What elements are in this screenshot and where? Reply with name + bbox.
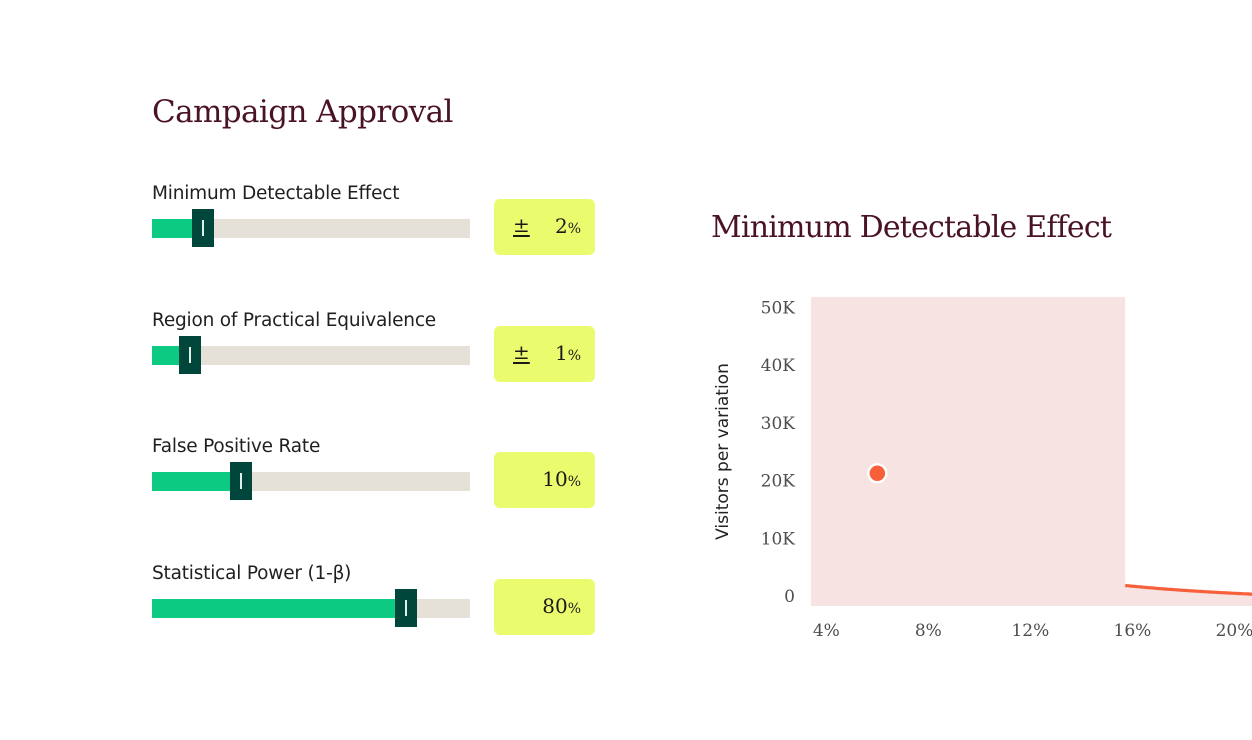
slider-false-positive-rate: False Positive Rate 10% [152, 436, 602, 508]
value-unit: % [567, 474, 581, 490]
slider-region-of-practical-equivalence: Region of Practical Equivalence ± 1% [152, 310, 602, 382]
y-tick-label: 40K [761, 356, 796, 376]
value-number: 2 [554, 214, 568, 238]
x-tick-label: 8% [915, 621, 942, 641]
chart-marker[interactable] [867, 463, 888, 484]
slider-fill [152, 472, 242, 491]
chart-title: Minimum Detectable Effect [711, 210, 1112, 245]
value-unit: % [567, 601, 581, 617]
value-box[interactable]: ± 2% [494, 199, 595, 255]
plus-minus-sign: ± [513, 213, 530, 237]
y-tick-label: 0 [784, 587, 795, 607]
slider-track[interactable] [152, 336, 470, 374]
value-unit: % [567, 348, 581, 364]
y-tick-label: 30K [761, 414, 796, 434]
value-text: 1% [555, 341, 581, 365]
value-number: 1 [554, 341, 568, 365]
slider-track[interactable] [152, 209, 470, 247]
x-axis-ticks: 4% 8% 12% 16% 20% [813, 621, 1252, 641]
y-tick-label: 20K [761, 472, 796, 492]
x-tick-label: 20% [1216, 621, 1252, 641]
chart-area [811, 297, 1252, 606]
value-text: 2% [555, 214, 581, 238]
y-tick-label: 10K [761, 529, 796, 549]
slider-minimum-detectable-effect: Minimum Detectable Effect ± 2% [152, 183, 602, 255]
slider-track[interactable] [152, 462, 470, 500]
value-text: 80% [542, 594, 581, 618]
value-box[interactable]: 10% [494, 452, 595, 508]
slider-track[interactable] [152, 589, 470, 627]
slider-label: False Positive Rate [152, 436, 321, 457]
slider-label: Region of Practical Equivalence [152, 310, 436, 331]
y-tick-label: 50K [761, 299, 796, 319]
value-box[interactable]: ± 1% [494, 326, 595, 382]
x-tick-label: 16% [1114, 621, 1152, 641]
value-unit: % [567, 221, 581, 237]
slider-fill [152, 219, 203, 238]
y-axis-label: Visitors per variation [713, 363, 733, 540]
value-box[interactable]: 80% [494, 579, 595, 635]
chart-curve [1124, 583, 1252, 596]
x-tick-label: 12% [1011, 621, 1049, 641]
value-number: 10 [542, 467, 568, 491]
value-text: 10% [542, 467, 581, 491]
slider-thumb[interactable] [191, 209, 214, 247]
slider-label: Minimum Detectable Effect [152, 183, 400, 204]
slider-thumb[interactable] [230, 462, 253, 500]
slider-thumb[interactable] [179, 336, 202, 374]
y-axis-ticks: 0 10K 20K 30K 40K 50K [761, 299, 796, 607]
x-tick-label: 4% [813, 621, 840, 641]
slider-thumb[interactable] [395, 589, 418, 627]
slider-statistical-power: Statistical Power (1-β) 80% [152, 563, 602, 635]
slider-fill [152, 599, 407, 618]
slider-label: Statistical Power (1-β) [152, 563, 352, 584]
value-number: 80 [542, 594, 568, 618]
page-title: Campaign Approval [152, 94, 453, 130]
mde-chart: 0 10K 20K 30K 40K 50K 4% 8% 12% 16% 20% Visitors … [713, 297, 1252, 641]
plus-minus-sign: ± [513, 340, 530, 364]
